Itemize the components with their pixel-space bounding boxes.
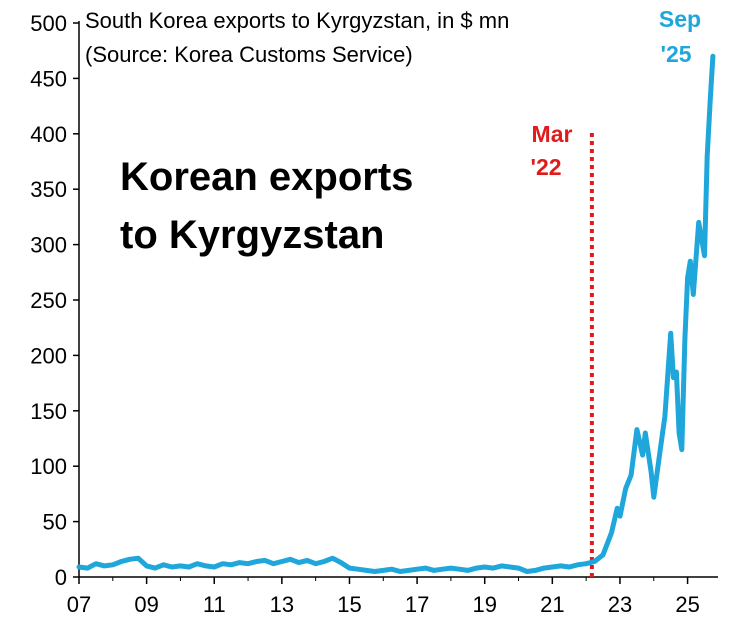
y-tick-label: 250	[30, 288, 67, 313]
x-tick-label: 13	[270, 592, 294, 617]
march-2022-annotation-line-1: Mar	[532, 121, 573, 147]
x-tick-label: 25	[675, 592, 699, 617]
series-line-exports	[76, 53, 716, 574]
y-tick-label: 450	[30, 66, 67, 91]
y-tick-label: 350	[30, 177, 67, 202]
headline-line-2: to Kyrgyzstan	[120, 213, 385, 257]
march-2022-annotation-line-2: '22	[530, 154, 561, 180]
x-tick-label: 21	[540, 592, 564, 617]
y-tick-label: 0	[55, 565, 67, 590]
x-tick-label: 19	[472, 592, 496, 617]
x-tick-label: 09	[134, 592, 158, 617]
y-tick-label: 50	[43, 510, 67, 535]
y-tick-label: 200	[30, 343, 67, 368]
x-axis-ticks: 07 09 11 13 15 17 19 21 23 25	[67, 577, 700, 617]
chart-title: South Korea exports to Kyrgyzstan, in $ …	[85, 8, 509, 33]
september-2025-annotation-line-2: '25	[660, 41, 691, 67]
x-tick-label: 17	[405, 592, 429, 617]
x-tick-label: 15	[337, 592, 361, 617]
x-tick-label: 23	[608, 592, 632, 617]
x-tick-label: 07	[67, 592, 91, 617]
y-axis-ticks: 0 50 100 150 200 250 300 350 400 450 500	[30, 11, 79, 590]
y-tick-label: 100	[30, 454, 67, 479]
chart-subtitle: (Source: Korea Customs Service)	[85, 42, 413, 67]
y-tick-label: 150	[30, 399, 67, 424]
y-tick-label: 500	[30, 11, 67, 36]
axes	[78, 21, 718, 578]
x-tick-label: 11	[203, 592, 226, 617]
y-tick-label: 400	[30, 122, 67, 147]
september-2025-annotation-line-1: Sep	[659, 6, 701, 32]
headline-line-1: Korean exports	[120, 155, 413, 199]
y-tick-label: 300	[30, 233, 67, 258]
